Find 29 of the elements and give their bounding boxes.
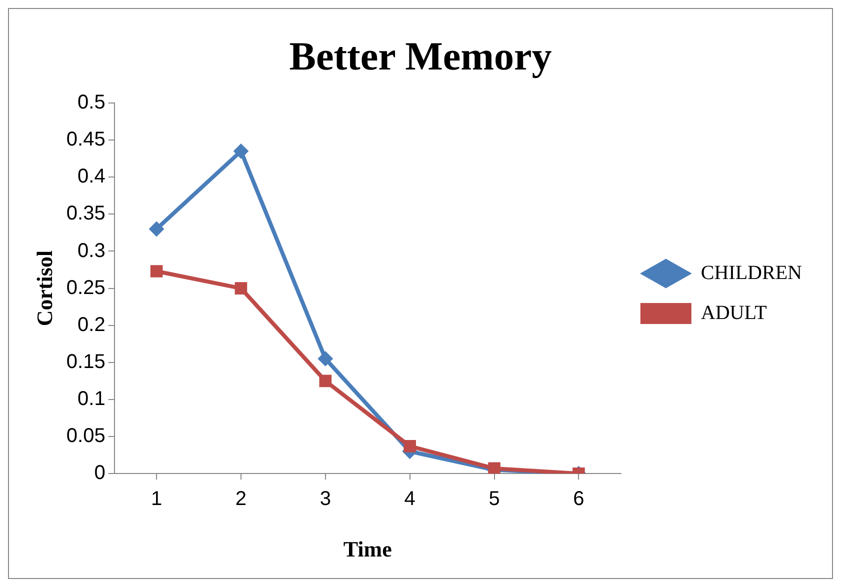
- y-tick-label: 0.35: [66, 202, 106, 225]
- point: [234, 282, 248, 294]
- y-tick-label: 0.25: [66, 276, 106, 299]
- point: [149, 222, 164, 237]
- y-tick-label: 0.15: [66, 350, 106, 373]
- point: [150, 265, 163, 278]
- y-tick-label: 0.4: [78, 166, 106, 188]
- y-tick-label: 0.1: [78, 388, 106, 410]
- y-tick-label: 0.05: [66, 425, 106, 448]
- y-tick-label: 0.5: [78, 92, 106, 114]
- x-tick-label: 1: [150, 488, 162, 510]
- point: [318, 351, 333, 366]
- y-tick-label: 0.2: [78, 314, 106, 336]
- legend-label: ADULT: [700, 302, 767, 324]
- x-tick-label: 6: [573, 488, 584, 510]
- x-tick-label: 3: [320, 488, 331, 510]
- x-tick-label: 4: [404, 488, 416, 510]
- point: [404, 440, 416, 452]
- y-tick-label: 0.45: [66, 128, 106, 151]
- y-tick-label: 0: [94, 462, 106, 484]
- chart-title: Better Memory: [289, 33, 552, 78]
- x-tick-label: 5: [488, 488, 500, 510]
- y-tick-label: 0.3: [78, 240, 106, 262]
- point: [319, 374, 332, 388]
- point: [233, 144, 248, 159]
- x-axis-title: Time: [343, 536, 392, 562]
- y-axis-title: Cortisol: [32, 250, 57, 326]
- legend-label: CHILDREN: [700, 262, 802, 284]
- x-tick-label: 2: [235, 488, 247, 510]
